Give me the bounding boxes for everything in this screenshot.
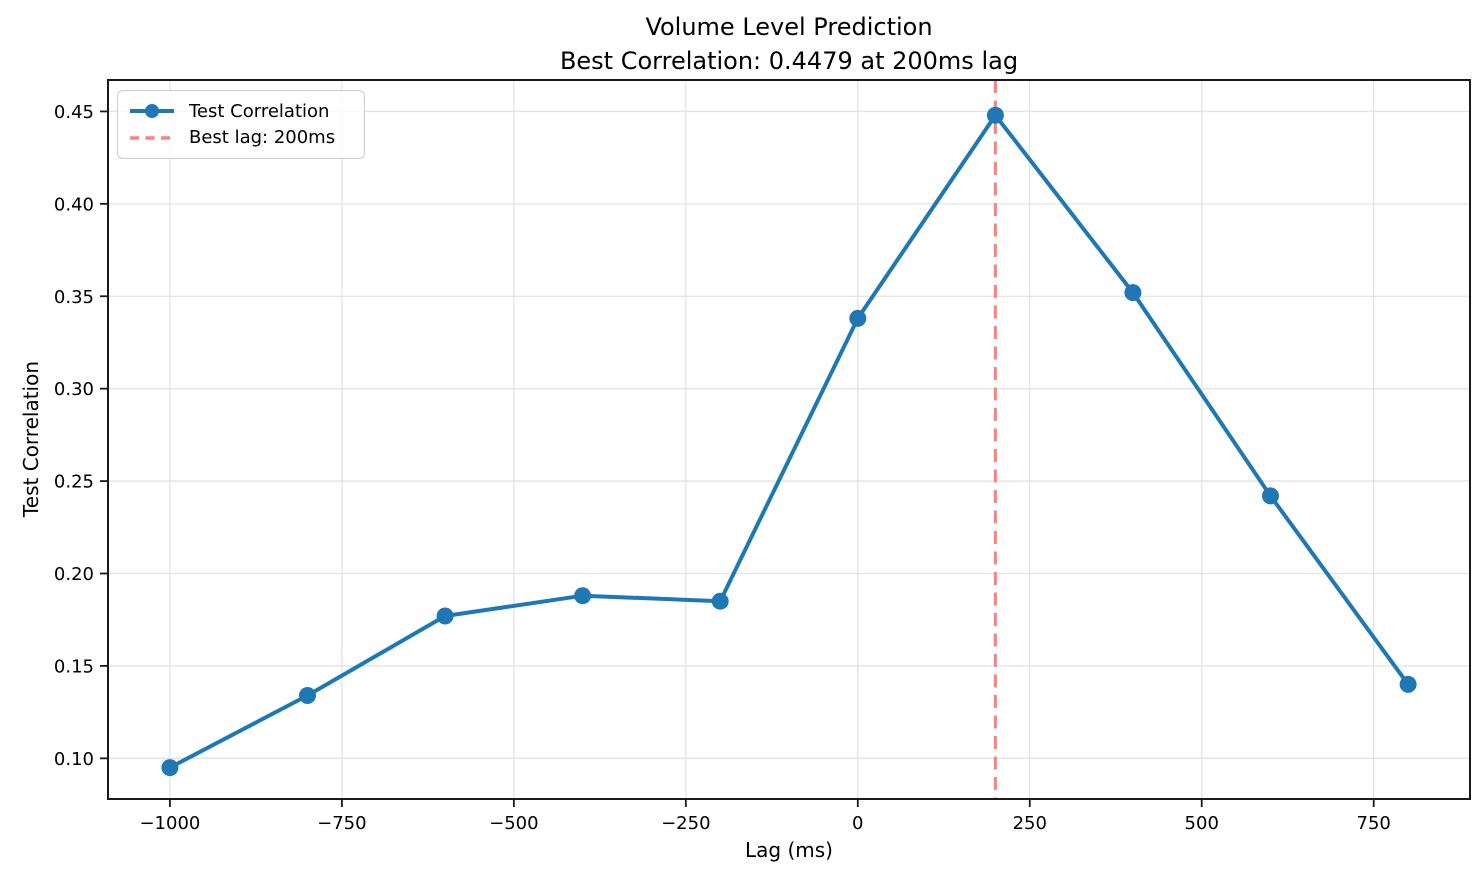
data-point [1124, 284, 1142, 302]
y-tick-label: 0.25 [54, 472, 94, 493]
series-line [167, 113, 1411, 770]
data-point [299, 687, 316, 704]
data-point [574, 587, 592, 605]
legend: Test Correlation Best lag: 200ms [117, 90, 365, 159]
data-point [436, 607, 454, 625]
data-point [1399, 675, 1417, 693]
x-tick-label: −500 [489, 813, 538, 834]
x-tick-label: −750 [317, 813, 366, 834]
legend-marker [145, 104, 159, 119]
data-point [161, 759, 179, 777]
x-tick-label: 500 [1185, 813, 1219, 834]
x-tick-label: 250 [1013, 813, 1047, 834]
legend-label: Test Correlation [189, 100, 330, 122]
y-tick-label: 0.10 [54, 749, 94, 770]
y-tick-label: 0.30 [54, 379, 94, 400]
y-tick-label: 0.40 [54, 194, 94, 215]
y-axis-label: Test Correlation [19, 360, 43, 518]
plot-border [107, 79, 1471, 800]
data-point [849, 309, 867, 327]
x-tick-label: −1000 [139, 813, 200, 834]
x-axis-label: Lag (ms) [745, 838, 833, 862]
x-tick-label: 0 [852, 813, 863, 834]
chart-titles: Volume Level Prediction Best Correlation… [108, 10, 1470, 78]
x-tick-label: −250 [661, 813, 710, 834]
legend-item-test-correlation: Test Correlation [128, 101, 354, 122]
data-point [711, 592, 729, 610]
y-tick-label: 0.35 [54, 287, 94, 308]
data-point [986, 106, 1004, 124]
legend-line-marker-swatch [130, 104, 174, 119]
chart-subtitle: Best Correlation: 0.4479 at 200ms lag [559, 47, 1019, 75]
legend-dashed-swatch [130, 136, 174, 140]
chart-title: Volume Level Prediction [645, 13, 933, 41]
y-tick-label: 0.15 [54, 656, 94, 677]
x-tick-label: 750 [1357, 813, 1391, 834]
data-point [1262, 487, 1279, 505]
legend-label: Best lag: 200ms [189, 127, 336, 149]
legend-item-best-lag: Best lag: 200ms [128, 127, 354, 148]
y-tick-label: 0.45 [54, 102, 94, 123]
y-tick-label: 0.20 [54, 564, 94, 585]
